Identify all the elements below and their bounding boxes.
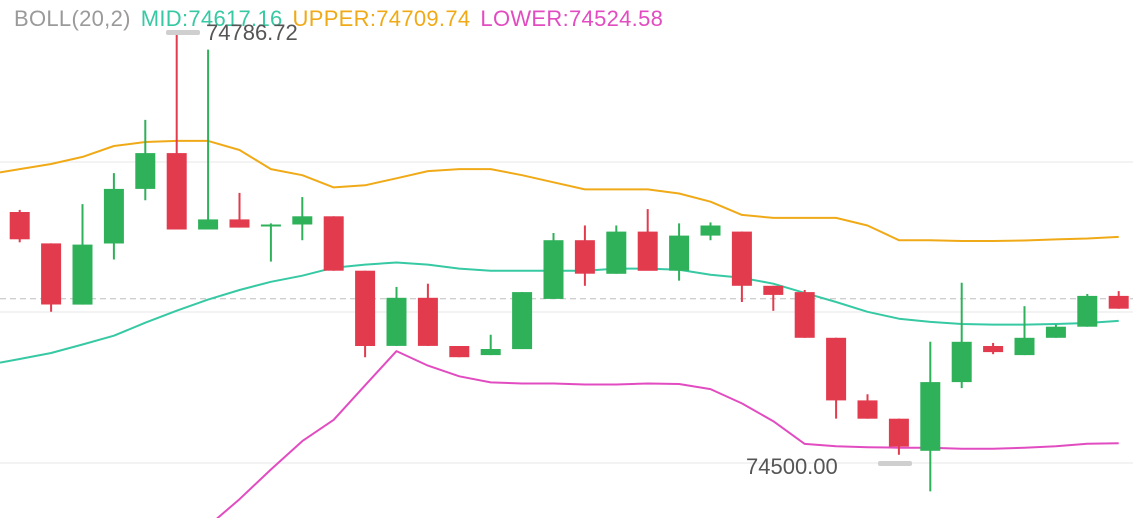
candle	[229, 192, 250, 228]
indicator-legend: BOLL(20,2) MID:74617.16 UPPER:74709.74 LOWE…	[14, 6, 673, 32]
mid-value: MID:74617.16	[140, 6, 283, 31]
candle-body	[480, 349, 501, 356]
candle	[1077, 293, 1098, 327]
candle-body	[574, 240, 595, 274]
high-marker	[166, 30, 200, 35]
candle-body	[417, 297, 438, 346]
candle-body	[292, 216, 313, 225]
candle	[323, 216, 344, 271]
indicator-name: BOLL(20,2)	[14, 6, 131, 31]
candle-body	[449, 346, 470, 358]
candle-body	[669, 235, 690, 271]
candle	[951, 282, 972, 389]
candle-body	[951, 341, 972, 383]
candle	[606, 225, 627, 274]
candle	[700, 222, 721, 241]
candle	[888, 418, 909, 455]
candle	[355, 270, 376, 358]
candle	[920, 341, 941, 492]
candle	[1045, 324, 1066, 338]
candle	[103, 173, 124, 260]
low-marker	[878, 461, 912, 466]
candle-body	[1077, 295, 1098, 327]
candle-body	[355, 270, 376, 346]
candle-body	[1108, 295, 1129, 309]
candle	[637, 209, 658, 271]
lower-value: LOWER:74524.58	[480, 6, 664, 31]
candle	[1014, 306, 1035, 356]
candle-body	[103, 188, 124, 244]
candle	[731, 231, 752, 303]
candle	[1108, 291, 1129, 309]
upper-value: UPPER:74709.74	[292, 6, 471, 31]
candle-body	[888, 418, 909, 447]
candle-body	[1014, 337, 1035, 356]
candle-body	[763, 285, 784, 295]
candle-body	[920, 382, 941, 451]
candle	[449, 345, 470, 358]
candle-body	[260, 224, 281, 227]
candle	[574, 225, 595, 286]
candle-body	[826, 337, 847, 401]
candle	[983, 342, 1004, 355]
candle-body	[543, 240, 564, 299]
candle-body	[700, 225, 721, 236]
candle	[763, 285, 784, 311]
candle	[9, 209, 30, 243]
candle-body	[9, 212, 30, 240]
candle-body	[41, 243, 62, 305]
candle-body	[983, 346, 1004, 353]
candle-body	[606, 231, 627, 274]
candle	[386, 286, 407, 346]
candle-body	[166, 153, 187, 230]
candle-body	[794, 292, 815, 338]
candle-body	[731, 231, 752, 286]
candle-body	[323, 216, 344, 271]
candle-body	[72, 244, 93, 305]
candle-body	[135, 153, 156, 189]
candle	[826, 337, 847, 419]
candle	[794, 289, 815, 338]
lower-band-line	[216, 350, 1119, 518]
candle-body	[637, 231, 658, 271]
candle-body	[857, 400, 878, 419]
candle-body	[198, 219, 219, 230]
candle	[857, 394, 878, 419]
candle	[543, 233, 564, 299]
candle	[669, 223, 690, 281]
grid-lines	[0, 161, 1133, 464]
candle	[292, 197, 313, 241]
candle-body	[512, 292, 533, 350]
candle	[480, 334, 501, 356]
high-price-label: 74786.72	[206, 20, 298, 45]
candle	[198, 49, 219, 230]
candle-body	[1045, 326, 1066, 338]
candle	[417, 283, 438, 346]
candles	[9, 31, 1129, 492]
low-price-label: 74500.00	[746, 454, 838, 479]
candle-body	[229, 219, 250, 228]
candle	[135, 119, 156, 201]
candle	[41, 243, 62, 312]
candle	[260, 223, 281, 262]
candle	[166, 31, 187, 230]
candle	[512, 292, 533, 350]
candle-body	[386, 297, 407, 346]
candle	[72, 204, 93, 305]
